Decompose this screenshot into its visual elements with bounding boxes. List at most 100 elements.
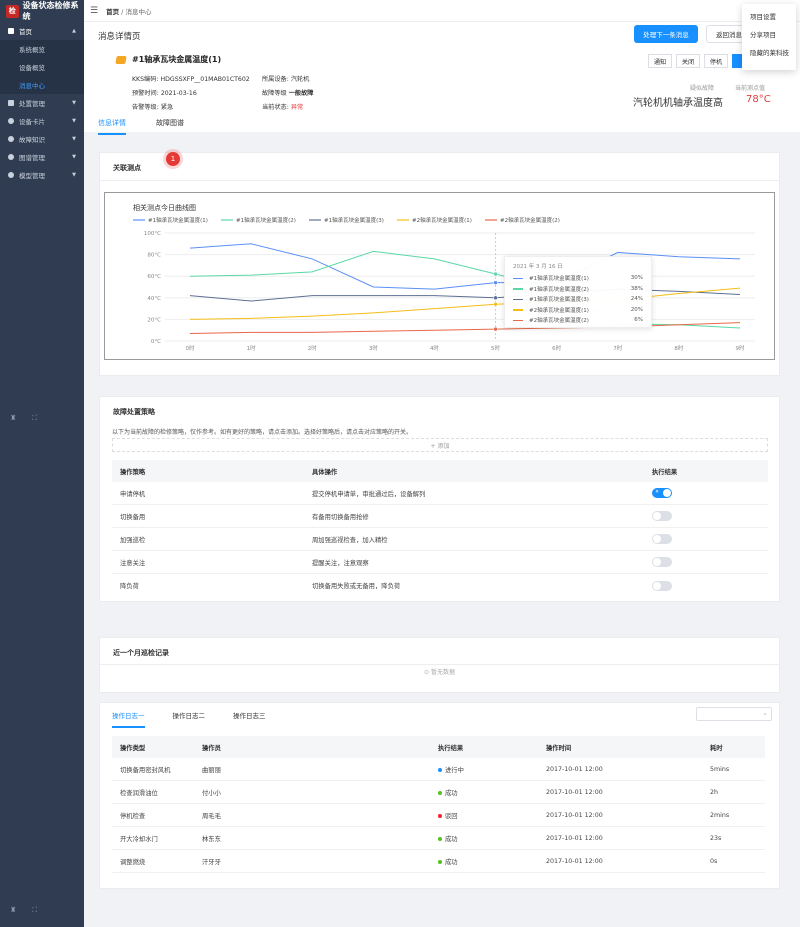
sidebar-item-disposal[interactable]: 处置管理 ▼: [0, 94, 84, 112]
related-points-title: 关联测点: [113, 164, 141, 172]
alarm-level-field: 告警等级: 紧急: [132, 102, 173, 111]
close-button[interactable]: 关闭: [676, 54, 700, 68]
table-row: 开大冷却水门 林东东 成功 2017-10-01 12:00 23s: [112, 827, 765, 850]
log-time: 2017-10-01 12:00: [546, 765, 603, 773]
sidebar-item-knowledge[interactable]: 故障知识 ▼: [0, 130, 84, 148]
log-status: 进行中: [438, 765, 546, 774]
kks-label: KKS编码:: [132, 76, 159, 83]
tab-info-detail[interactable]: 信息详情: [98, 118, 126, 135]
x-tick-label: 5时: [491, 344, 500, 352]
state-label: 当前状态:: [262, 104, 289, 111]
strategy-toggle[interactable]: [652, 557, 672, 567]
log-type: 调整燃烧: [120, 858, 146, 866]
legend-label: #1轴承瓦块金属温度(3): [324, 216, 384, 224]
tab-log-3[interactable]: 操作日志三: [233, 712, 266, 720]
status-text: 成功: [445, 835, 458, 843]
log-type: 切换备用密封风机: [120, 766, 171, 774]
tooltip-series-name: #1轴承瓦块金属温度(1): [529, 276, 589, 283]
column-header: 操作员: [202, 744, 221, 752]
strategy-name: 降负荷: [120, 583, 139, 590]
y-tick-label: 80°C: [147, 253, 161, 259]
sidebar-footer-bottom: ♜ ⛶: [0, 906, 37, 915]
log-card: [99, 702, 780, 889]
robot-icon[interactable]: ♜: [10, 414, 17, 422]
log-operator: 付小小: [202, 789, 221, 797]
sidebar-item-home[interactable]: 首页 ▲: [0, 22, 84, 40]
tooltip-value: 30%: [630, 275, 643, 282]
status-text: 进行中: [445, 766, 464, 774]
sidebar-item-message-center[interactable]: 消息中心: [19, 82, 45, 90]
project-dropdown: 项目设置 分享项目 隐藏的莱科技: [742, 4, 796, 70]
data-point: [493, 302, 498, 307]
strategy-toggle[interactable]: [652, 511, 672, 521]
tab-log-1[interactable]: 操作日志一: [112, 710, 145, 728]
divider: [100, 180, 779, 181]
data-point: [493, 280, 498, 285]
y-tick-label: 0°C: [151, 339, 161, 345]
chevron-up-icon: ▲: [72, 28, 76, 34]
log-operator: 周毛毛: [202, 812, 221, 820]
state-field: 当前状态: 异常: [262, 102, 303, 111]
strategy-name: 切换备用: [120, 513, 146, 521]
series-swatch: [513, 309, 523, 311]
more-button[interactable]: [732, 54, 742, 68]
add-strategy-button[interactable]: + 添加: [112, 438, 768, 452]
fault-level-value: 一般故障: [288, 90, 314, 97]
tooltip-series-name: #2轴承瓦块金属温度(2): [529, 318, 589, 325]
tooltip-series-name: #1轴承瓦块金属温度(2): [529, 286, 589, 293]
strategy-toggle[interactable]: [652, 534, 672, 544]
home-icon: [8, 28, 14, 34]
breadcrumb: 首页 / 消息中心: [106, 6, 151, 16]
log-status: 成功: [438, 788, 546, 797]
x-tick-label: 4时: [430, 344, 439, 352]
fault-level-label: 故障等级: [262, 90, 287, 97]
time-field: 预警时间: 2021-03-16: [132, 88, 197, 97]
log-operator: 曲丽丽: [202, 766, 221, 774]
log-duration: 23s: [710, 834, 722, 842]
chart-tooltip: 2021 年 3 月 16 日 #1轴承瓦块金属温度(1) 30% #1轴承瓦块金…: [504, 256, 652, 328]
app-logo: 检 设备状态检修系统: [0, 0, 84, 22]
knowledge-icon: [8, 136, 14, 142]
notify-button[interactable]: 通知: [648, 54, 672, 68]
x-tick-label: 7时: [613, 344, 622, 352]
status-text: 驳回: [445, 812, 458, 820]
sidebar-item-device-card[interactable]: 设备卡片 ▼: [0, 112, 84, 130]
log-operator: 林东东: [202, 835, 221, 843]
column-header: 操作时间: [546, 744, 572, 752]
kks-value: HDGSSXFP__01MAB01CT602: [160, 76, 250, 83]
robot-icon[interactable]: ♜: [10, 906, 17, 914]
tab-fault-graph[interactable]: 故障图谱: [156, 119, 184, 127]
next-message-button[interactable]: 处理下一条消息: [634, 25, 698, 43]
breadcrumb-home[interactable]: 首页: [106, 7, 120, 16]
strategy-name: 申请停机: [120, 490, 146, 498]
menu-item-share-project[interactable]: 分享项目: [750, 31, 776, 39]
home-submenu: 系统概览 设备概览 消息中心: [0, 40, 84, 94]
fullscreen-icon[interactable]: ⛶: [32, 414, 38, 422]
shutdown-button[interactable]: 停机: [704, 54, 728, 68]
menu-item-hidden[interactable]: 隐藏的莱科技: [750, 49, 789, 57]
log-duration: 0s: [710, 857, 718, 865]
log-search-input[interactable]: ⌕: [696, 707, 772, 721]
strategy-toggle[interactable]: [652, 580, 672, 591]
tooltip-row: #1轴承瓦块金属温度(1) 30%: [513, 273, 643, 284]
sidebar-item-label: 处置管理: [19, 100, 45, 108]
y-tick-label: 20°C: [147, 317, 161, 323]
empty-state: ⊙ 暂无数据: [424, 669, 455, 676]
chevron-down-icon: ▼: [72, 100, 76, 106]
sidebar-item-device-overview[interactable]: 设备概览: [19, 64, 45, 72]
strategy-toggle[interactable]: ✕: [652, 488, 672, 498]
sidebar-item-model[interactable]: 模型管理 ▼: [0, 166, 84, 184]
log-tabs: 操作日志一 操作日志二 操作日志三: [112, 710, 266, 728]
x-tick-label: 3时: [369, 344, 378, 352]
tooltip-series-name: #1轴承瓦块金属温度(3): [529, 297, 589, 304]
log-status: 成功: [438, 834, 546, 843]
sidebar-item-graph[interactable]: 图谱管理 ▼: [0, 148, 84, 166]
sidebar-item-overview[interactable]: 系统概览: [19, 46, 45, 54]
fullscreen-icon[interactable]: ⛶: [32, 906, 38, 914]
menu-toggle-icon[interactable]: ☰: [90, 5, 99, 16]
suspect-fault-label: 疑似故障: [690, 85, 715, 92]
tab-log-2[interactable]: 操作日志二: [172, 712, 206, 720]
status-dot: [438, 813, 442, 818]
chevron-down-icon: ▼: [72, 172, 76, 178]
menu-item-project-settings[interactable]: 项目设置: [750, 13, 776, 21]
